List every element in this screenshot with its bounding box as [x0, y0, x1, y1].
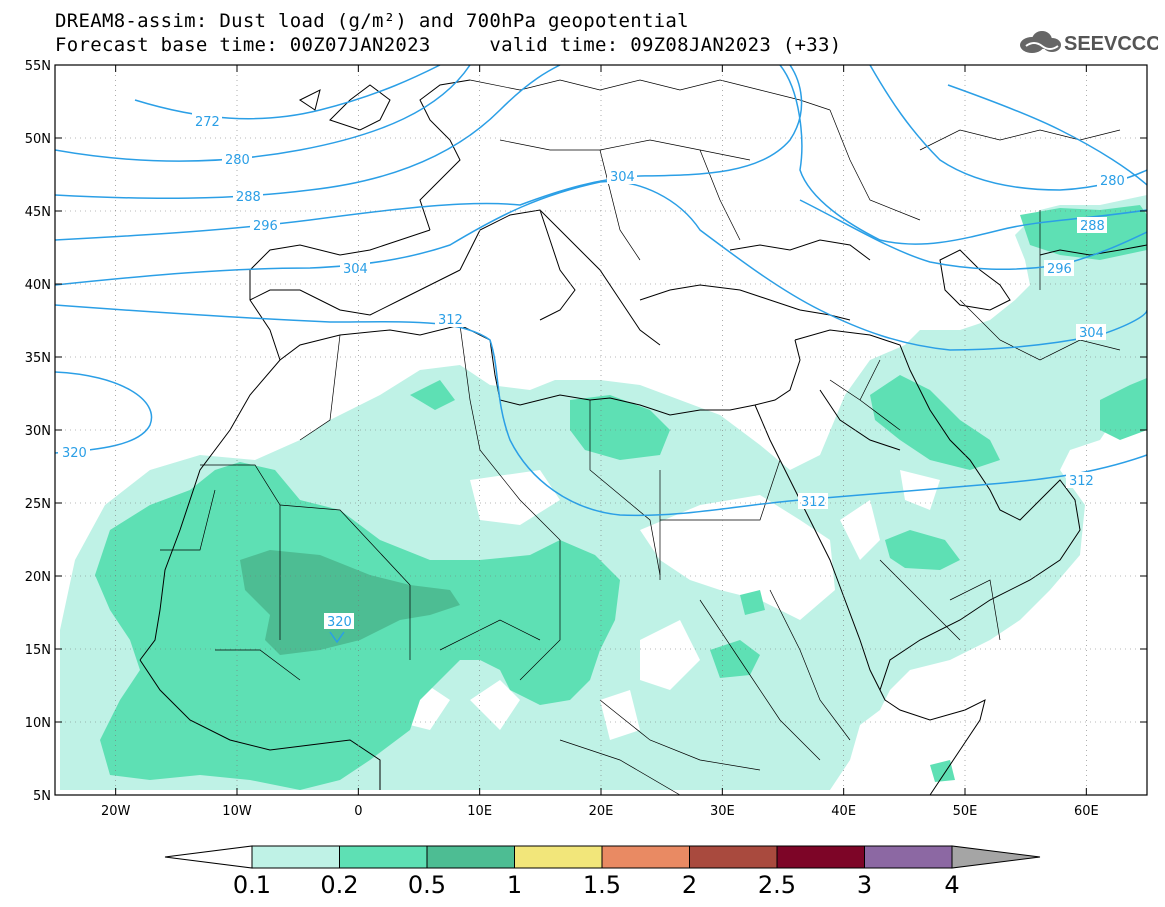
lon-tick-label: 0: [354, 804, 362, 819]
contour-label-312-west: 312: [438, 313, 463, 328]
lon-tick-label: 10E: [467, 804, 492, 819]
lat-tick-label: 25N: [25, 497, 51, 512]
lat-tick-label: 30N: [25, 424, 51, 439]
lat-tick-label: 15N: [25, 643, 51, 658]
lat-tick-label: 10N: [25, 716, 51, 731]
contour-label-320-west: 320: [62, 446, 87, 461]
colorbar-label: 4: [944, 871, 959, 899]
map-subtitle: Forecast base time: 00Z07JAN2023 valid t…: [55, 34, 842, 56]
map-area: 272 280 288 296 304 312 320 304 312 320 …: [55, 65, 1147, 795]
colorbar-box: [251, 845, 340, 869]
contour-272: [134, 65, 441, 120]
contour-280-west: [55, 65, 471, 162]
lon-tick-label: 20W: [101, 804, 131, 819]
colorbar-label: 2: [682, 871, 697, 899]
contour-label-304-east: 304: [1079, 326, 1104, 341]
contour-296-east: [799, 199, 1147, 271]
colorbar-box: [864, 845, 953, 869]
colorbar-box: [339, 845, 428, 869]
lon-tick-label: 60E: [1074, 804, 1099, 819]
colorbar-label: 0.5: [408, 871, 446, 899]
colorbar-label: 3: [857, 871, 872, 899]
logo-text: SEEVCCC: [1064, 33, 1158, 55]
contour-label-280-east: 280: [1100, 174, 1125, 189]
colorbar-label: 0.2: [320, 871, 358, 899]
contour-label-320-low: 320: [327, 615, 352, 630]
colorbar-box: [601, 845, 690, 869]
colorbar-label: 0.1: [233, 871, 271, 899]
colorbar-box: [689, 845, 778, 869]
contour-labels: 272 280 288 296 304 312 320 304 312 320 …: [58, 113, 1127, 630]
contour-312: [55, 304, 1147, 517]
lon-tick-label: 40E: [831, 804, 856, 819]
colorbar-box: [426, 845, 515, 869]
geopotential-contours: [55, 65, 1147, 644]
contour-label-312-far-east: 312: [1069, 474, 1094, 489]
lat-tick-label: 50N: [25, 132, 51, 147]
contour-label-280-west: 280: [225, 153, 250, 168]
latitude-axis: 55N 50N 45N 40N 35N 30N 25N 20N 15N 10N 5N: [25, 59, 1147, 804]
contour-label-288-east: 288: [1080, 219, 1105, 234]
longitude-axis: 20W 10W 0 10E 20E 30E 40E 50E 60E: [101, 65, 1099, 819]
contour-label-304-west: 304: [343, 262, 368, 277]
contour-label-296-east: 296: [1047, 262, 1072, 277]
contour-label-288-west: 288: [236, 190, 261, 205]
contour-label-312-east: 312: [801, 495, 826, 510]
colorbar-box: [776, 845, 865, 869]
map-title: DREAM8-assim: Dust load (g/m²) and 700hP…: [55, 10, 689, 32]
contour-288-east: [779, 65, 1147, 245]
colorbar-label: 1.5: [583, 871, 621, 899]
lat-tick-label: 20N: [25, 570, 51, 585]
lon-tick-label: 30E: [710, 804, 735, 819]
contour-label-304-north: 304: [610, 170, 635, 185]
contour-320-low: [329, 631, 345, 644]
contour-label-296-west: 296: [253, 219, 278, 234]
contour-304-main: [55, 180, 1147, 351]
cloud-icon: [1020, 31, 1061, 53]
colorbar-box: [514, 845, 603, 869]
graticule: [55, 65, 1147, 795]
lat-tick-label: 55N: [25, 59, 51, 74]
contour-288-west: [55, 65, 561, 200]
colorbar-max-arrow: [951, 845, 1041, 869]
contour-320-west: [55, 371, 153, 454]
lat-tick-label: 45N: [25, 205, 51, 220]
lon-tick-label: 20E: [589, 804, 614, 819]
lon-tick-label: 50E: [953, 804, 978, 819]
lon-tick-label: 10W: [222, 804, 252, 819]
lat-tick-label: 5N: [33, 789, 51, 804]
dust-clear-areas: [380, 470, 940, 740]
lat-tick-label: 40N: [25, 278, 51, 293]
colorbar-min-arrow: [164, 845, 253, 869]
seevccc-logo: SEEVCCC: [1020, 31, 1158, 55]
colorbar-label: 1: [507, 871, 522, 899]
contour-296: [55, 65, 803, 241]
colorbar-label: 2.5: [758, 871, 796, 899]
contour-label-272: 272: [195, 115, 220, 130]
colorbar: 0.1 0.2 0.5 1 1.5 2 2.5 3 4: [164, 845, 1041, 899]
lat-tick-label: 35N: [25, 351, 51, 366]
